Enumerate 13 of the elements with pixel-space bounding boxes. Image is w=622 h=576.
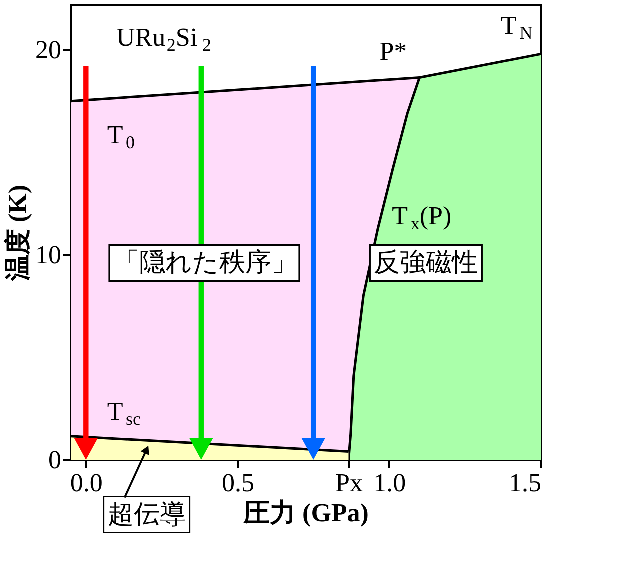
x-tick-label: 0.5 xyxy=(222,468,255,498)
annotation: P* xyxy=(380,36,408,66)
x-tick-label: 0.0 xyxy=(70,468,103,498)
y-tick-label: 10 xyxy=(36,240,62,270)
annotation: 反強磁性 xyxy=(374,248,478,278)
x-tick-label: Px xyxy=(336,468,363,498)
y-tick-label: 0 xyxy=(48,446,62,474)
x-tick-label: 1.5 xyxy=(509,468,542,498)
x-tick-label: 1.0 xyxy=(374,468,406,498)
y-axis-title: 温度 (K) xyxy=(4,184,32,282)
y-tick-label: 20 xyxy=(36,36,62,65)
text: 超伝導 xyxy=(108,500,186,529)
x-axis-title: 圧力 (GPa) xyxy=(243,498,369,528)
